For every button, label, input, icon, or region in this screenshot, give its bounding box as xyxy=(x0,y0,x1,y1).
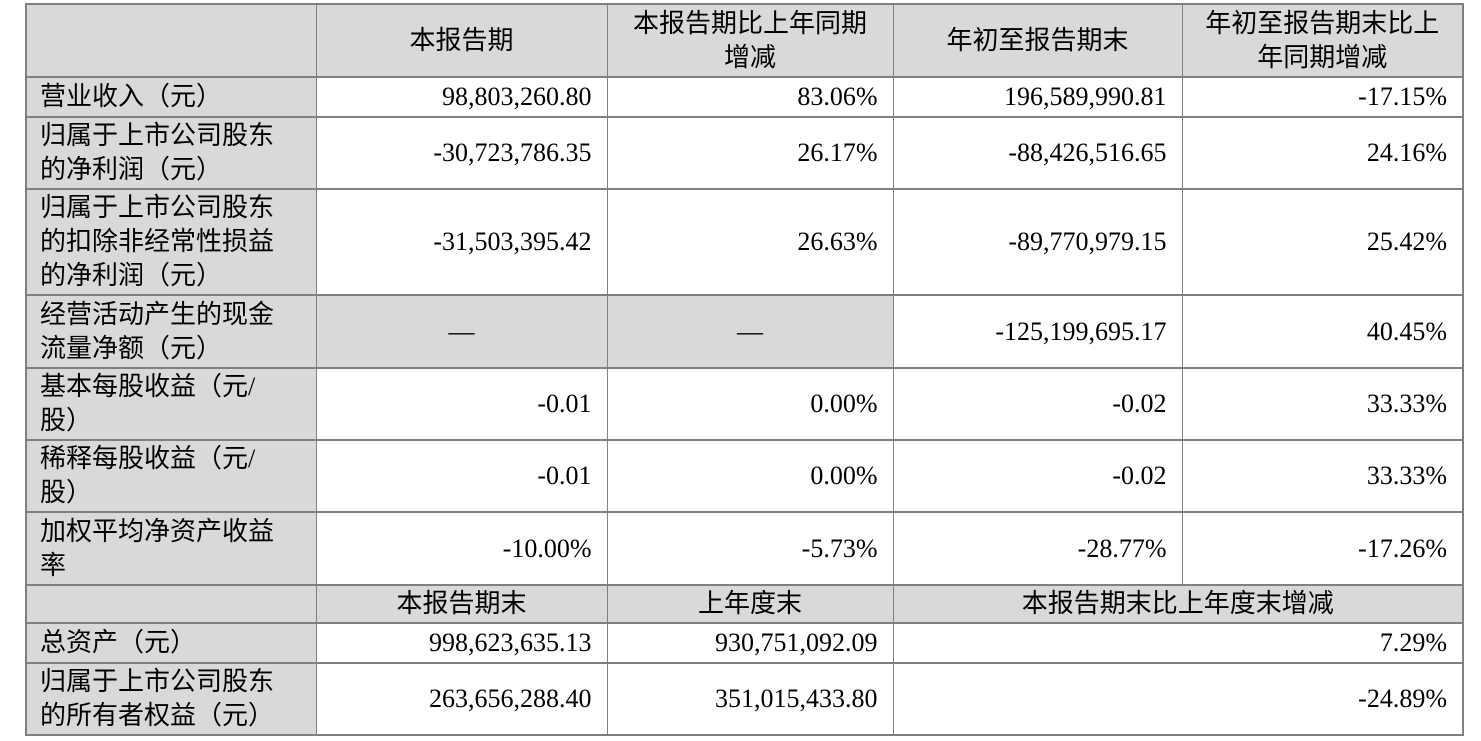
col-header-current-period-yoy: 本报告期比上年同期 增减 xyxy=(606,3,894,78)
bottom-header-row: 本报告期末 上年度末 本报告期末比上年度末增减 xyxy=(25,584,1464,624)
row-label: 经营活动产生的现金 流量净额（元） xyxy=(25,294,317,369)
value-cell: 998,623,635.13 xyxy=(315,622,608,664)
col-header-year-to-date: 年初至报告期末 xyxy=(892,3,1183,78)
value-cell: -0.02 xyxy=(892,439,1183,513)
row-label: 归属于上市公司股东 的净利润（元） xyxy=(25,116,317,190)
value-cell: -10.00% xyxy=(315,511,608,586)
value-cell: -30,723,786.35 xyxy=(315,116,608,190)
col-header-current-period: 本报告期 xyxy=(315,3,608,78)
row-total-assets: 总资产（元） 998,623,635.13 930,751,092.09 7.2… xyxy=(25,622,1464,664)
col-header-period-end-change: 本报告期末比上年度末增减 xyxy=(892,584,1464,624)
value-cell: -5.73% xyxy=(606,511,894,586)
row-label: 稀释每股收益（元/ 股） xyxy=(25,439,317,513)
corner-blank-cell xyxy=(25,3,317,78)
value-cell: -31,503,395.42 xyxy=(315,188,608,296)
quarterly-financials-table: 本报告期 本报告期比上年同期 增减 年初至报告期末 年初至报告期末比上 年同期增… xyxy=(25,3,1464,736)
value-cell: 0.00% xyxy=(606,367,894,441)
top-header-row: 本报告期 本报告期比上年同期 增减 年初至报告期末 年初至报告期末比上 年同期增… xyxy=(25,3,1464,78)
value-cell: 26.63% xyxy=(606,188,894,296)
value-cell: 83.06% xyxy=(606,76,894,118)
not-applicable-cell: — xyxy=(315,294,608,369)
value-cell: 40.45% xyxy=(1181,294,1464,369)
row-equity-attributable: 归属于上市公司股东 的所有者权益（元） 263,656,288.40 351,0… xyxy=(25,662,1464,736)
col-header-period-end: 本报告期末 xyxy=(315,584,608,624)
value-cell: -28.77% xyxy=(892,511,1183,586)
value-cell: 930,751,092.09 xyxy=(606,622,894,664)
not-applicable-cell: — xyxy=(606,294,894,369)
row-diluted-eps: 稀释每股收益（元/ 股） -0.01 0.00% -0.02 33.33% xyxy=(25,439,1464,513)
row-label: 总资产（元） xyxy=(25,622,317,664)
row-operating-cash-flow: 经营活动产生的现金 流量净额（元） — — -125,199,695.17 40… xyxy=(25,294,1464,369)
row-label: 归属于上市公司股东 的扣除非经常性损益 的净利润（元） xyxy=(25,188,317,296)
value-cell: 196,589,990.81 xyxy=(892,76,1183,118)
col-header-year-to-date-yoy: 年初至报告期末比上 年同期增减 xyxy=(1181,3,1464,78)
row-label: 营业收入（元） xyxy=(25,76,317,118)
value-cell: 263,656,288.40 xyxy=(315,662,608,736)
value-cell: 0.00% xyxy=(606,439,894,513)
value-cell: 33.33% xyxy=(1181,439,1464,513)
col-header-prior-year-end: 上年度末 xyxy=(606,584,894,624)
value-cell: -0.01 xyxy=(315,367,608,441)
value-cell: -89,770,979.15 xyxy=(892,188,1183,296)
row-label: 加权平均净资产收益 率 xyxy=(25,511,317,586)
row-operating-revenue: 营业收入（元） 98,803,260.80 83.06% 196,589,990… xyxy=(25,76,1464,118)
row-net-profit-excl-nonrecurring: 归属于上市公司股东 的扣除非经常性损益 的净利润（元） -31,503,395.… xyxy=(25,188,1464,296)
value-cell: 351,015,433.80 xyxy=(606,662,894,736)
row-weighted-avg-roe: 加权平均净资产收益 率 -10.00% -5.73% -28.77% -17.2… xyxy=(25,511,1464,586)
row-basic-eps: 基本每股收益（元/ 股） -0.01 0.00% -0.02 33.33% xyxy=(25,367,1464,441)
value-cell: -17.26% xyxy=(1181,511,1464,586)
row-label: 基本每股收益（元/ 股） xyxy=(25,367,317,441)
corner-blank-cell xyxy=(25,584,317,624)
value-cell: -24.89% xyxy=(892,662,1464,736)
value-cell: 26.17% xyxy=(606,116,894,190)
value-cell: -88,426,516.65 xyxy=(892,116,1183,190)
value-cell: -125,199,695.17 xyxy=(892,294,1183,369)
value-cell: -0.02 xyxy=(892,367,1183,441)
row-label: 归属于上市公司股东 的所有者权益（元） xyxy=(25,662,317,736)
value-cell: 7.29% xyxy=(892,622,1464,664)
value-cell: 25.42% xyxy=(1181,188,1464,296)
value-cell: -17.15% xyxy=(1181,76,1464,118)
value-cell: 98,803,260.80 xyxy=(315,76,608,118)
value-cell: -0.01 xyxy=(315,439,608,513)
value-cell: 24.16% xyxy=(1181,116,1464,190)
row-net-profit-attributable: 归属于上市公司股东 的净利润（元） -30,723,786.35 26.17% … xyxy=(25,116,1464,190)
value-cell: 33.33% xyxy=(1181,367,1464,441)
